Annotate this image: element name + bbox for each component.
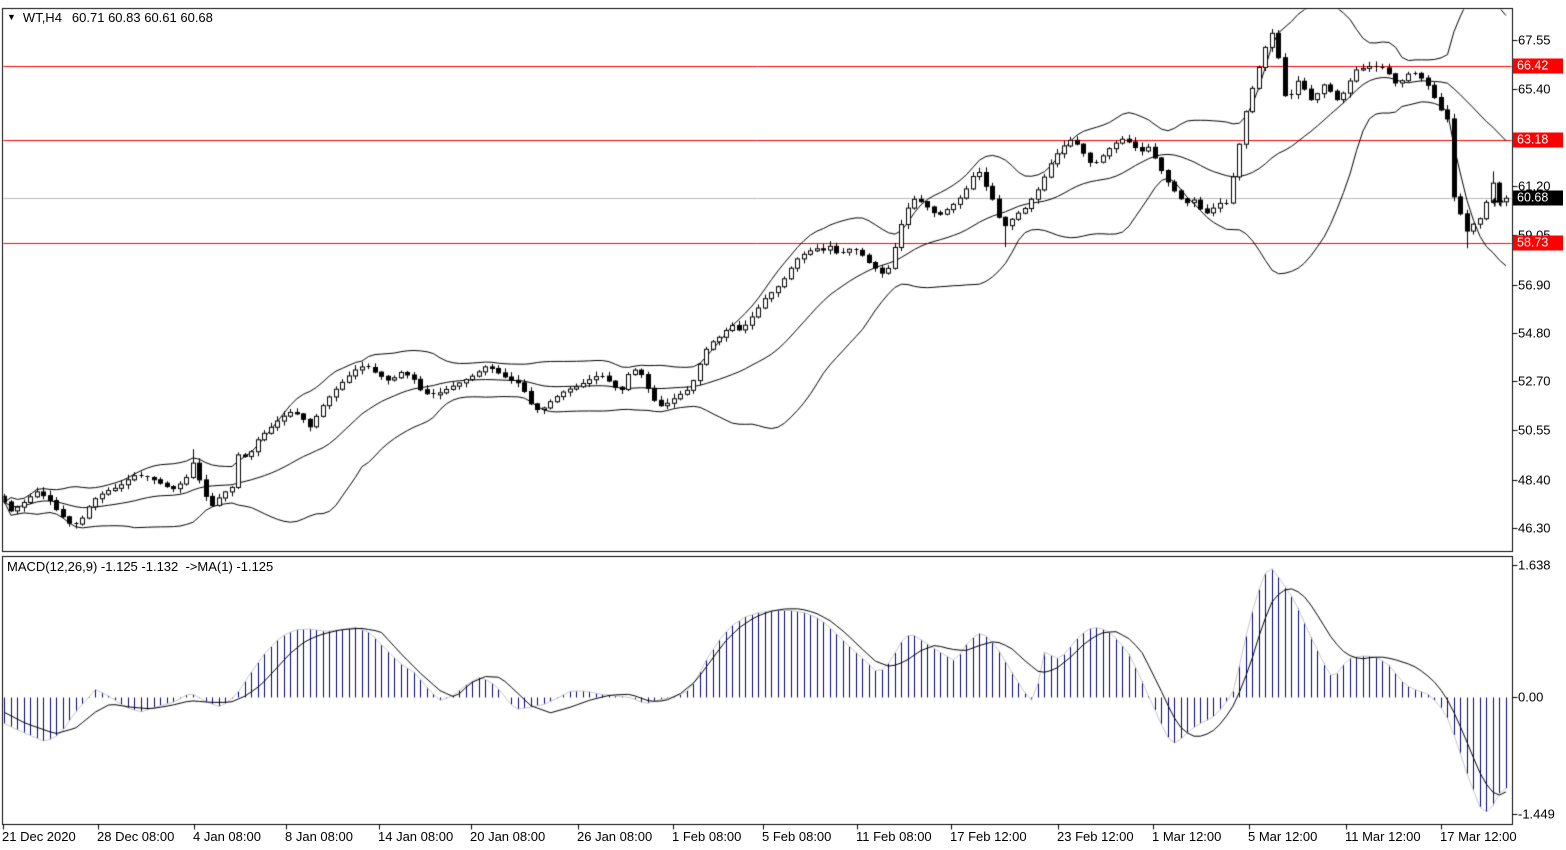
price-axis-label: 52.70	[1518, 373, 1551, 389]
time-axis-label: 5 Feb 08:00	[762, 829, 832, 844]
time-axis-label: 1 Mar 12:00	[1152, 829, 1222, 844]
price-axis-label: 0.00	[1518, 689, 1544, 705]
time-axis-label: 11 Mar 12:00	[1345, 829, 1421, 844]
time-axis-label: 28 Dec 08:00	[97, 829, 175, 844]
time-axis-label: 1 Feb 08:00	[672, 829, 742, 844]
ohlc-quote: 60.71 60.83 60.61 60.68	[71, 10, 213, 25]
symbol-dropdown-icon[interactable]: ▼	[7, 12, 16, 22]
time-axis-label: 17 Mar 12:00	[1440, 829, 1517, 844]
price-axis-label: 54.80	[1518, 325, 1551, 341]
current-price-tag: 60.68	[1513, 190, 1563, 206]
time-axis-label: 11 Feb 08:00	[856, 829, 932, 844]
time-axis-label: 8 Jan 08:00	[285, 829, 353, 844]
time-axis-label: 14 Jan 08:00	[378, 829, 454, 844]
time-axis-label: 5 Mar 12:00	[1248, 829, 1318, 844]
level-price-tag: 58.73	[1513, 235, 1563, 251]
time-axis-label: 20 Jan 08:00	[470, 829, 546, 844]
price-axis-label: 46.30	[1518, 520, 1551, 536]
price-axis-label: 56.90	[1518, 277, 1551, 293]
time-axis-label: 23 Feb 12:00	[1057, 829, 1134, 844]
price-axis-label: 65.40	[1518, 81, 1551, 97]
symbol-label: WT,H4	[22, 10, 62, 25]
price-axis-label: 48.40	[1518, 472, 1551, 488]
time-axis-label: 17 Feb 12:00	[950, 829, 1027, 844]
indicator-label: MACD(12,26,9) -1.125 -1.132 ->MA(1) -1.1…	[7, 559, 274, 574]
price-axis-label: 67.55	[1518, 32, 1551, 48]
time-axis-label: 21 Dec 2020	[2, 829, 76, 844]
time-axis-label: 26 Jan 08:00	[577, 829, 653, 844]
time-axis[interactable]: 21 Dec 2020 28 Dec 08:00 4 Jan 08:00 8 Jan …	[0, 824, 1566, 850]
price-axis[interactable]: 67.5565.4061.2059.0556.9054.8052.7050.55…	[1512, 0, 1566, 824]
price-axis-label: 1.638	[1518, 557, 1551, 573]
price-axis-label: -1.449	[1518, 806, 1555, 822]
time-axis-label: 4 Jan 08:00	[193, 829, 261, 844]
price-axis-label: 50.55	[1518, 422, 1551, 438]
chart-title: ▼ WT,H4 60.71 60.83 60.61 60.68	[7, 10, 213, 25]
level-price-tag: 66.42	[1513, 58, 1563, 74]
level-price-tag: 63.18	[1513, 132, 1563, 148]
price-axis-label: 61.20	[1518, 178, 1551, 194]
